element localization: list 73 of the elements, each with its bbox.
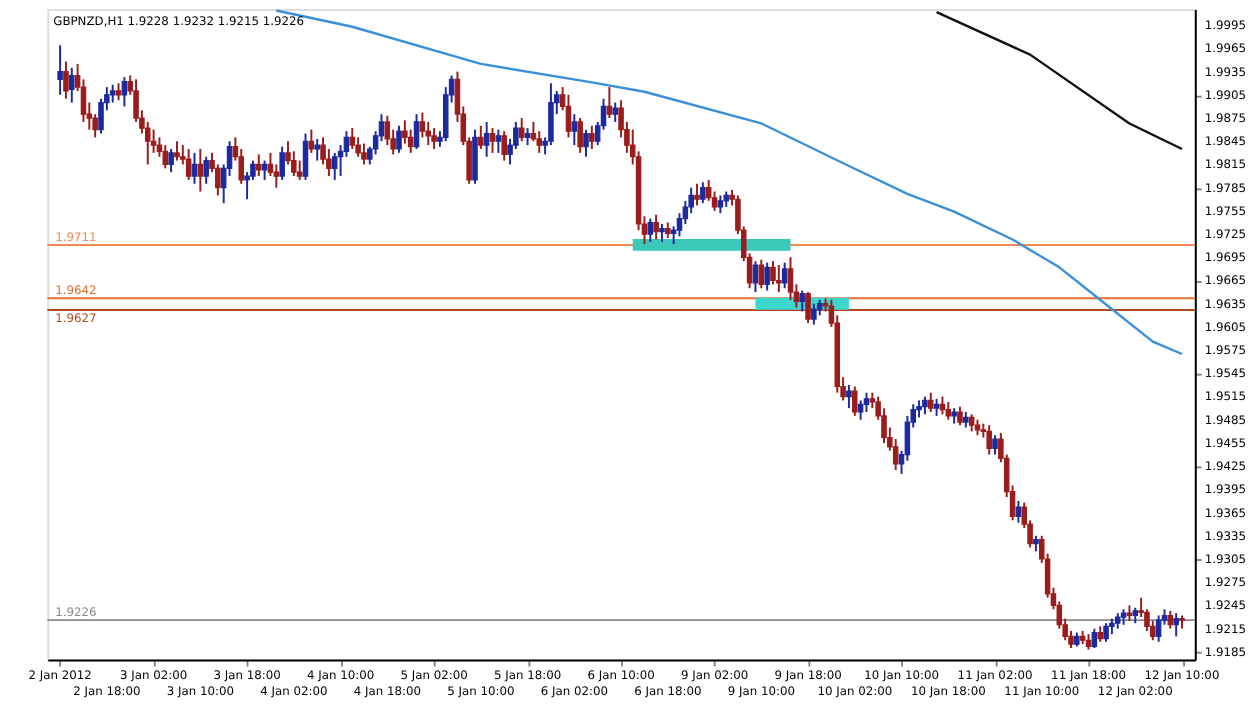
candlestick: [992, 434, 998, 456]
candlestick: [857, 399, 864, 421]
candlestick: [799, 289, 805, 313]
candlestick: [577, 117, 583, 154]
candlestick: [764, 261, 770, 292]
candlestick: [1155, 614, 1162, 643]
candlestick: [63, 60, 69, 100]
candlestick: [331, 151, 338, 181]
candlestick: [571, 113, 578, 147]
candlestick: [162, 144, 169, 170]
candlestick: [407, 128, 414, 154]
candlestick: [314, 137, 320, 162]
candlestick: [197, 147, 204, 193]
candlestick: [846, 383, 852, 410]
candlestick: [606, 86, 613, 120]
candlestick: [396, 124, 402, 154]
candlestick: [518, 117, 525, 143]
candlestick: [957, 405, 963, 427]
candlestick: [355, 136, 361, 158]
candlestick: [69, 66, 75, 104]
candlestick: [302, 132, 309, 181]
candlestick: [805, 291, 811, 325]
candlestick: [700, 181, 706, 205]
candlestick: [425, 120, 431, 147]
candlestick: [787, 256, 794, 301]
candlestick: [776, 264, 782, 294]
candlestick: [174, 140, 180, 162]
candlestick: [279, 145, 285, 181]
candlestick: [501, 130, 507, 162]
candlestick: [1103, 622, 1109, 643]
candlestick: [986, 424, 992, 456]
candlestick: [811, 302, 817, 326]
candlestick: [647, 217, 654, 243]
candlestick: [536, 130, 543, 154]
candlestick: [583, 128, 589, 158]
candlestick: [653, 213, 659, 241]
candlestick: [349, 127, 356, 150]
candlestick: [483, 120, 490, 158]
candlestick: [308, 128, 315, 154]
candlestick: [478, 124, 484, 150]
candlestick: [185, 147, 192, 181]
candlestick: [57, 44, 63, 96]
candlestick: [565, 93, 572, 139]
candlestick: [489, 127, 496, 154]
candlestick: [1091, 627, 1098, 649]
candlestick: [384, 114, 391, 147]
candlestick: [770, 260, 776, 286]
candlestick: [296, 159, 303, 181]
candlestick: [612, 101, 618, 123]
candlestick: [203, 155, 209, 185]
candlestick: [256, 153, 262, 178]
candlestick: [758, 258, 765, 290]
candlestick: [927, 391, 934, 414]
candlestick: [694, 182, 700, 207]
candlestick: [852, 385, 858, 417]
candlestick: [1173, 612, 1179, 638]
candlestick: [589, 124, 595, 150]
candlestick: [413, 113, 420, 150]
candlestick: [121, 76, 128, 108]
candlestick: [752, 260, 759, 294]
candlestick: [361, 142, 367, 166]
candlestick: [548, 82, 554, 147]
candlestick: [431, 127, 437, 150]
candlestick: [419, 111, 426, 139]
candlestick: [781, 261, 788, 290]
line-series: [935, 10, 1184, 151]
candlestick: [168, 147, 174, 174]
candlestick: [863, 391, 870, 414]
candlestick: [472, 128, 478, 185]
candlestick: [191, 151, 198, 185]
candlestick: [261, 159, 268, 181]
candlestick: [402, 119, 408, 145]
candlestick: [495, 128, 502, 154]
